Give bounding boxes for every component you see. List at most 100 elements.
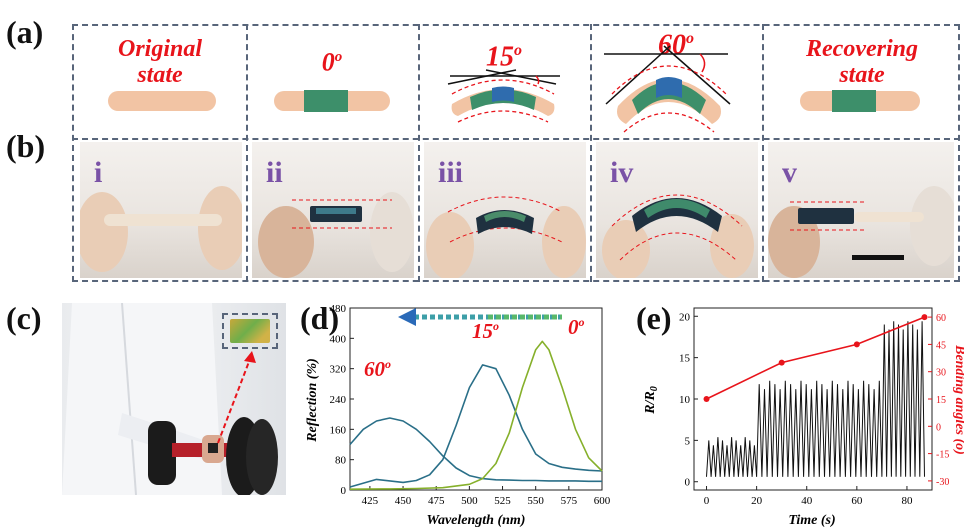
skin-strip xyxy=(104,214,222,226)
finger xyxy=(426,212,474,278)
y-tick-label: 0 xyxy=(685,477,691,489)
roman-label: iv xyxy=(610,156,634,189)
x-tick-label: 450 xyxy=(395,495,412,507)
x-tick-label: 0 xyxy=(704,495,710,507)
y-tick-label: 10 xyxy=(679,394,691,406)
divider xyxy=(246,24,248,282)
photo-sketch xyxy=(258,192,414,278)
skin-strip-bent xyxy=(617,79,721,124)
angle-arc xyxy=(535,75,540,85)
sensor-shine xyxy=(484,211,526,222)
inset-frame xyxy=(222,313,278,349)
y-tick-label: 240 xyxy=(330,394,347,406)
photo-sketch xyxy=(768,186,954,278)
skin-strip xyxy=(854,212,924,222)
y-tick-label: 20 xyxy=(679,311,691,323)
y-tick-label: 80 xyxy=(335,455,347,467)
lab-coat xyxy=(62,303,222,495)
finger xyxy=(910,186,954,266)
x-tick-label: 575 xyxy=(561,495,578,507)
y-tick-label: 480 xyxy=(330,303,347,315)
angle-line xyxy=(485,69,557,85)
series-line xyxy=(349,417,602,483)
angle-line xyxy=(663,45,731,105)
roman-label: v xyxy=(782,156,797,189)
roman-label: ii xyxy=(266,156,283,189)
x-tick-label: 60 xyxy=(851,495,863,507)
y-axis-label: Reflection (%) xyxy=(305,358,320,443)
dumbbell-plate xyxy=(246,419,278,495)
angle-point xyxy=(921,314,928,321)
angle-arc xyxy=(699,53,706,73)
y2-tick-label: 15 xyxy=(936,395,946,406)
series-group xyxy=(349,340,603,490)
finger xyxy=(198,186,242,270)
y2-tick-label: -30 xyxy=(936,477,949,488)
pointer-arrow xyxy=(217,358,251,444)
photo-sketch xyxy=(80,186,242,272)
guide-dashed xyxy=(611,65,727,95)
x-tick-label: 425 xyxy=(362,495,379,507)
angle-point xyxy=(853,341,860,348)
annotation-60: 60o xyxy=(364,357,391,381)
y2-tick-label: 60 xyxy=(936,313,946,324)
photo-60deg: iv xyxy=(596,142,758,278)
series-line xyxy=(349,340,603,490)
y-tick-label: 320 xyxy=(330,364,347,376)
resistance-line xyxy=(706,321,925,477)
x-axis-label: Time (s) xyxy=(788,513,835,528)
svg-text:60o: 60o xyxy=(364,357,391,381)
annotation-0: 0o xyxy=(568,315,585,339)
y-ticks: 0 5 10 15 20 xyxy=(679,311,698,489)
angle-point xyxy=(778,359,785,366)
arrow-head xyxy=(244,351,256,363)
finger xyxy=(258,206,314,278)
photo-15deg: iii xyxy=(424,142,586,278)
guide-dashed xyxy=(619,232,737,261)
panel-label-a: (a) xyxy=(6,14,44,50)
panel-label-c: (c) xyxy=(6,300,42,336)
sensor-device xyxy=(208,443,218,453)
y-tick-label: 15 xyxy=(679,353,691,365)
sensor-patch xyxy=(832,90,876,112)
y-tick-label: 400 xyxy=(330,333,347,345)
divider xyxy=(72,138,960,140)
photo-0deg: ii xyxy=(252,142,414,278)
sensor-patch xyxy=(304,90,348,112)
finger xyxy=(370,192,414,272)
roman-label: iii xyxy=(438,156,464,189)
y-tick-label: 5 xyxy=(685,435,691,447)
y-tick-label: 0 xyxy=(341,485,347,497)
sensor-center xyxy=(656,77,682,98)
state-title-15deg: 15o xyxy=(486,41,522,73)
x-tick-label: 500 xyxy=(461,495,478,507)
x-tick-label: 550 xyxy=(527,495,544,507)
photo-sketch xyxy=(426,196,586,278)
state-title-0deg: 0o xyxy=(321,47,343,77)
x-tick-label: 20 xyxy=(751,495,763,507)
panel-label-e: (e) xyxy=(636,300,672,336)
x-ticks: 425 450 475 500 525 550 575 600 xyxy=(362,486,611,507)
guide-dashed xyxy=(447,196,563,213)
angle-line xyxy=(706,316,925,400)
y2-tick-label: 30 xyxy=(936,368,946,379)
divider xyxy=(762,24,764,282)
x-tick-label: 80 xyxy=(901,495,913,507)
guide-dashed xyxy=(611,194,743,227)
dumbbell-plate xyxy=(148,421,176,485)
guide-dashed xyxy=(451,79,555,95)
state-title-recovering: Recovering state xyxy=(806,36,918,88)
guide-dashed xyxy=(449,227,563,243)
y2-ticks: -30 -15 0 15 30 45 60 xyxy=(928,313,949,488)
panel-label-d: (d) xyxy=(300,300,340,336)
svg-text:15o: 15o xyxy=(472,319,499,343)
y-axis-label: R/R0 xyxy=(643,386,660,415)
reflection-chart: 425 450 475 500 525 550 575 600 0 80 160 240 320 400… xyxy=(305,303,611,528)
lab-coat-fold xyxy=(121,303,137,495)
x-tick-label: 40 xyxy=(801,495,813,507)
x-tick-label: 475 xyxy=(428,495,445,507)
sensor-center xyxy=(492,86,514,102)
y2-tick-label: 45 xyxy=(936,340,946,351)
finger xyxy=(602,220,650,278)
y2-tick-label: 0 xyxy=(936,422,941,433)
